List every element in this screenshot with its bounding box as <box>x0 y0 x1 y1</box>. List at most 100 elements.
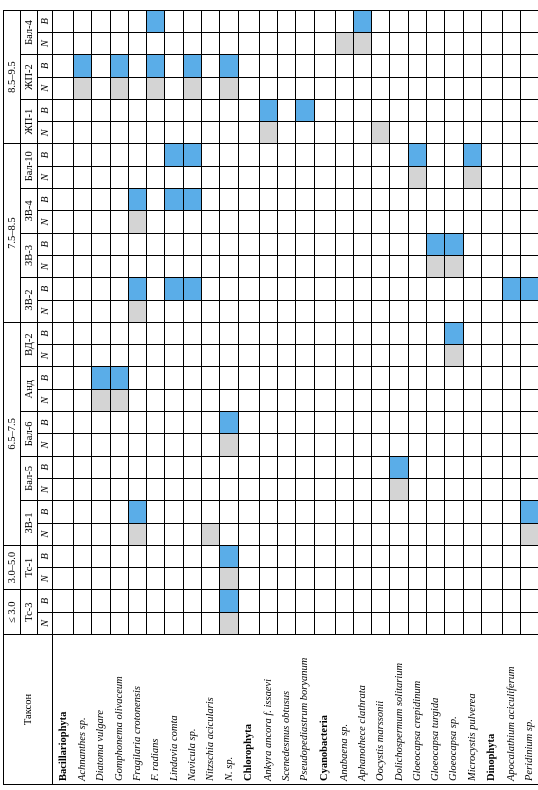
cell <box>314 389 336 412</box>
cell <box>91 99 111 122</box>
cell <box>502 121 521 144</box>
cell <box>481 612 503 635</box>
taxon-row: N. sp. <box>219 10 239 785</box>
cell <box>463 344 482 367</box>
cell <box>371 10 390 33</box>
cell <box>426 255 445 278</box>
cell <box>183 166 202 189</box>
cell <box>91 166 111 189</box>
group-name: Dinophyta <box>481 634 503 785</box>
cell <box>219 143 239 167</box>
cell <box>238 389 260 412</box>
cell <box>259 54 278 78</box>
cell <box>371 389 390 412</box>
cell <box>259 612 278 635</box>
cell <box>520 389 538 412</box>
cell <box>277 523 296 546</box>
cell <box>335 411 354 434</box>
cell <box>371 433 390 457</box>
cell <box>277 545 296 568</box>
group-name: Bacillariophyta <box>52 634 74 785</box>
cell <box>201 478 220 501</box>
cell <box>408 188 427 211</box>
cell <box>52 143 74 167</box>
cell <box>444 612 464 635</box>
cell <box>295 188 315 211</box>
cell <box>371 99 390 122</box>
cell <box>238 344 260 367</box>
cell <box>201 411 220 434</box>
cell <box>314 166 336 189</box>
cell <box>426 567 445 590</box>
cell <box>371 255 390 278</box>
cell <box>277 99 296 122</box>
cell <box>91 456 111 479</box>
taxon-row: Ankyra ancora f. issaevi <box>259 10 278 785</box>
cell <box>295 523 315 546</box>
cell <box>335 300 354 323</box>
cell <box>389 188 409 211</box>
cell <box>463 366 482 390</box>
cell <box>481 523 503 546</box>
cell <box>502 277 521 301</box>
taxon-row: Gomphonema olivaceum <box>110 10 129 785</box>
cell <box>371 589 390 613</box>
cell <box>481 366 503 390</box>
sub-header: B <box>37 589 53 613</box>
taxon-name: Scenedesmus obtusus <box>277 634 296 785</box>
cell <box>277 210 296 234</box>
sub-header: N <box>37 166 53 189</box>
cell <box>201 612 220 635</box>
cell <box>146 322 165 345</box>
group-name: Cyanobacteria <box>314 634 336 785</box>
cell <box>481 344 503 367</box>
cell <box>389 32 409 55</box>
cell <box>73 233 92 256</box>
cell <box>91 322 111 345</box>
cell <box>353 99 372 122</box>
cell <box>91 344 111 367</box>
cell <box>481 77 503 100</box>
cell <box>314 188 336 211</box>
sub-header: B <box>37 366 53 390</box>
cell <box>164 210 184 234</box>
cell <box>426 10 445 33</box>
cell <box>91 233 111 256</box>
cell <box>128 523 147 546</box>
cell <box>389 567 409 590</box>
cell <box>52 210 74 234</box>
cell <box>426 188 445 211</box>
cell <box>389 77 409 100</box>
cell <box>408 10 427 33</box>
sample-header: Тс-1 <box>20 545 38 590</box>
cell <box>110 54 129 78</box>
cell <box>219 589 239 613</box>
cell <box>520 567 538 590</box>
cell <box>183 188 202 211</box>
cell <box>164 322 184 345</box>
cell <box>335 233 354 256</box>
cell <box>259 277 278 301</box>
group-row: Cyanobacteria <box>314 10 336 785</box>
cell <box>259 478 278 501</box>
cell <box>277 143 296 167</box>
sample-header: ЗВ-3 <box>20 233 38 278</box>
cell <box>371 344 390 367</box>
cell <box>502 300 521 323</box>
cell <box>444 255 464 278</box>
cell <box>164 54 184 78</box>
cell <box>502 366 521 390</box>
cell <box>277 322 296 345</box>
cell <box>219 77 239 100</box>
cell <box>91 54 111 78</box>
cell <box>259 589 278 613</box>
cell <box>73 277 92 301</box>
sub-header: B <box>37 277 53 301</box>
cell <box>277 233 296 256</box>
cell <box>426 545 445 568</box>
cell <box>295 54 315 78</box>
cell <box>91 589 111 613</box>
cell <box>371 322 390 345</box>
cell <box>259 99 278 122</box>
cell <box>146 300 165 323</box>
